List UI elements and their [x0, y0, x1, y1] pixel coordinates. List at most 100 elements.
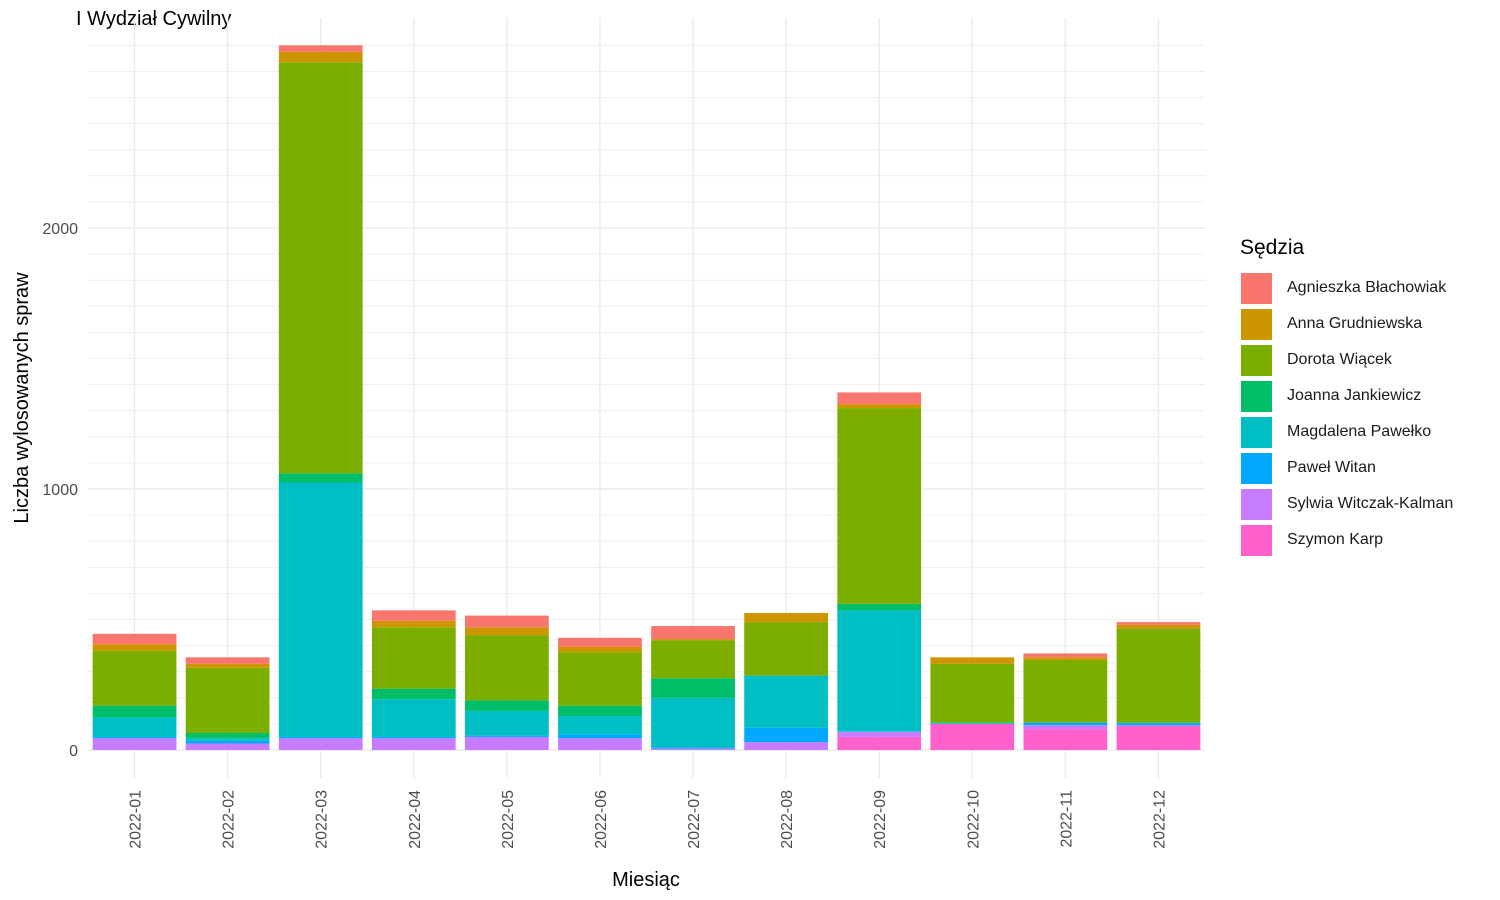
- bar-segment: [1116, 622, 1201, 625]
- bar-segment: [651, 747, 735, 749]
- bar-segment: [744, 612, 829, 623]
- bar-segment: [558, 652, 642, 706]
- x-axis-title: Miesiąc: [612, 869, 680, 891]
- bar-segment: [837, 603, 922, 611]
- bar-segment: [185, 667, 270, 734]
- legend-label: Agnieszka Błachowiak: [1287, 279, 1447, 296]
- bar-segment: [92, 633, 177, 645]
- legend-swatch: [1240, 523, 1273, 557]
- chart-title: I Wydział Cywilny: [76, 8, 232, 30]
- bar-segment: [651, 626, 735, 640]
- bar-segment: [278, 482, 363, 737]
- bar-segment: [837, 408, 922, 604]
- bar-segment: [651, 697, 735, 748]
- bar-segment: [1116, 722, 1201, 724]
- bar-segment: [185, 738, 270, 741]
- legend-swatch: [1240, 307, 1273, 341]
- bar-segment: [185, 733, 270, 739]
- bar-segment: [1023, 659, 1108, 723]
- legend-label: Anna Grudniewska: [1287, 315, 1423, 332]
- bar-segment: [278, 473, 363, 483]
- bar-segment: [464, 627, 549, 636]
- legend-item: Paweł Witan: [1240, 450, 1453, 486]
- bar-segment: [558, 646, 642, 653]
- legend-label: Magdalena Pawełko: [1287, 423, 1432, 440]
- bar-segment: [278, 45, 363, 52]
- legend-swatch: [1240, 415, 1273, 449]
- bar-segment: [1116, 723, 1201, 726]
- bar-segment: [278, 738, 363, 750]
- bar-segment: [1023, 725, 1108, 730]
- bar-segment: [371, 627, 456, 689]
- bar-segment: [464, 635, 549, 701]
- bar-segment: [837, 736, 922, 750]
- legend-swatch: [1240, 451, 1273, 485]
- bar-segment: [1116, 725, 1201, 727]
- bar-segment: [464, 736, 549, 750]
- legend-label: Paweł Witan: [1287, 459, 1376, 476]
- x-tick-label: 2022-06: [593, 790, 610, 849]
- legend-item: Szymon Karp: [1240, 522, 1453, 558]
- x-tick-label: 2022-12: [1151, 790, 1168, 849]
- bar-segment: [744, 727, 829, 743]
- bar-segment: [278, 51, 363, 63]
- bar-segment: [278, 62, 363, 474]
- bar-segment: [651, 748, 735, 750]
- legend-item: Magdalena Pawełko: [1240, 414, 1453, 450]
- y-axis-ticks: 0 1000 2000: [42, 221, 78, 760]
- bar-segment: [930, 722, 1015, 724]
- bar-segment: [464, 735, 549, 737]
- bar-segment: [558, 637, 642, 647]
- bar-segment: [744, 742, 829, 750]
- legend-item: Joanna Jankiewicz: [1240, 378, 1453, 414]
- bar-segment: [92, 736, 177, 739]
- legend-swatch: [1240, 343, 1273, 377]
- bar-segment: [371, 610, 456, 621]
- legend-items: Agnieszka Błachowiak Anna Grudniewska Doro…: [1240, 270, 1453, 558]
- bar-segment: [371, 736, 456, 739]
- bar-segment: [837, 731, 922, 737]
- bar-segment: [1116, 628, 1201, 723]
- y-axis-title: Liczba wylosowanych spraw: [11, 272, 33, 524]
- x-tick-label: 2022-04: [407, 790, 424, 849]
- x-tick-label: 2022-09: [872, 790, 889, 849]
- bar-segment: [92, 650, 177, 706]
- legend-item: Sylwia Witczak-Kalman: [1240, 486, 1453, 522]
- bar-segment: [837, 392, 922, 405]
- x-tick-label: 2022-01: [128, 790, 145, 849]
- bar-segment: [651, 678, 735, 698]
- bar-segment: [837, 404, 922, 409]
- y-tick-label: 0: [69, 743, 78, 760]
- y-tick-label: 2000: [42, 221, 78, 238]
- x-tick-label: 2022-05: [500, 790, 517, 849]
- x-tick-label: 2022-11: [1058, 790, 1075, 848]
- bar-segment: [92, 738, 177, 750]
- x-tick-label: 2022-08: [779, 790, 796, 849]
- bar-segment: [92, 717, 177, 737]
- bar-segment: [558, 738, 642, 750]
- legend-item: Dorota Wiącek: [1240, 342, 1453, 378]
- bars: [92, 45, 1201, 750]
- legend-swatch: [1240, 379, 1273, 413]
- bar-segment: [930, 723, 1015, 750]
- legend-swatch: [1240, 271, 1273, 305]
- bar-segment: [744, 675, 829, 728]
- bar-segment: [185, 663, 270, 668]
- bar-segment: [651, 639, 735, 641]
- bar-segment: [558, 705, 642, 717]
- bar-segment: [92, 705, 177, 718]
- bar-segment: [1023, 653, 1108, 658]
- bar-segment: [371, 738, 456, 750]
- bar-segment: [1023, 657, 1108, 660]
- bar-segment: [1023, 729, 1108, 750]
- bar-segment: [837, 610, 922, 732]
- legend-item: Anna Grudniewska: [1240, 306, 1453, 342]
- legend-item: Agnieszka Błachowiak: [1240, 270, 1453, 306]
- legend-label: Joanna Jankiewicz: [1287, 387, 1422, 404]
- bar-segment: [278, 736, 363, 739]
- x-axis-ticks: 2022-01 2022-02 2022-03 2022-04 2022-05 2022-…: [128, 790, 1169, 849]
- bar-segment: [464, 710, 549, 736]
- legend-label: Szymon Karp: [1287, 531, 1384, 548]
- bar-segment: [185, 657, 270, 664]
